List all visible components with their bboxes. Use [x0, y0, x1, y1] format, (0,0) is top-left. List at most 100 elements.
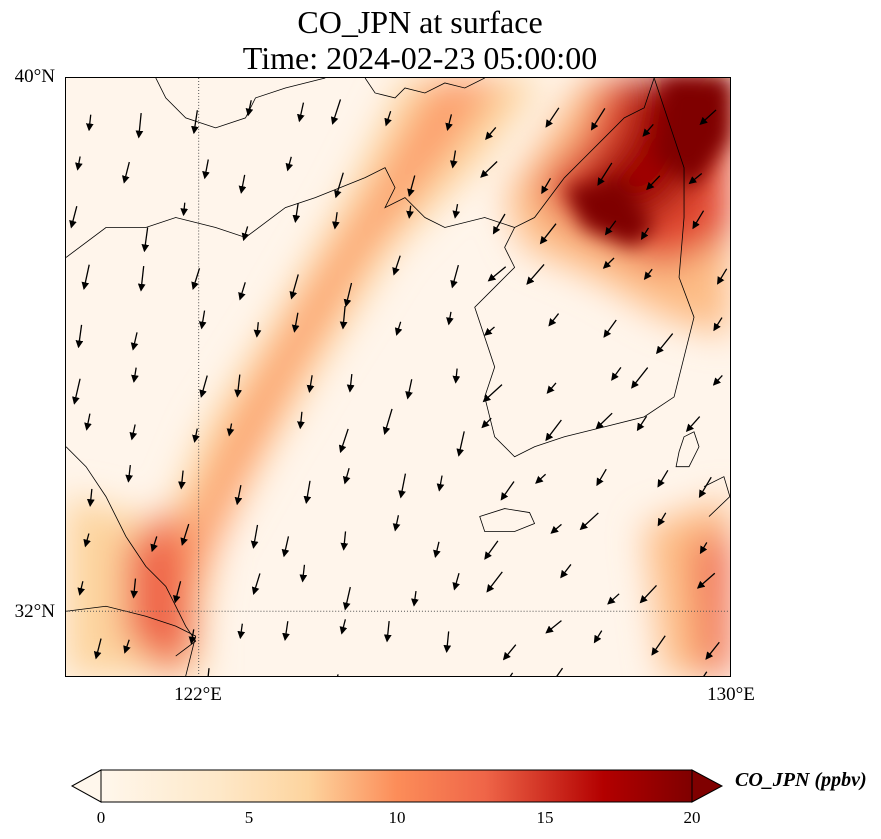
wind-arrow: [207, 668, 210, 676]
wind-arrow: [546, 382, 557, 394]
wind-arrow: [150, 536, 158, 553]
lon-label-130e: 130°E: [707, 684, 755, 705]
wind-arrow: [330, 99, 342, 125]
colorbar-tick: 15: [536, 808, 554, 827]
wind-arrow: [611, 366, 622, 381]
wind-arrow: [717, 268, 728, 285]
wind-arrow: [129, 424, 138, 441]
plot-time: Time: 2024-02-23 05:00:00: [242, 40, 598, 76]
wind-arrow: [83, 533, 91, 548]
wind-arrow: [405, 379, 413, 400]
wind-arrow: [75, 156, 83, 171]
wind-arrow: [392, 515, 401, 532]
wind-arrow: [173, 581, 182, 604]
wind-arrow: [556, 667, 564, 676]
wind-arrow: [450, 264, 459, 289]
wind-arrow: [550, 523, 562, 534]
lat-label-40n: 40°N: [14, 66, 55, 87]
wind-arrow: [406, 205, 414, 219]
wind-arrow: [121, 161, 130, 184]
wind-arrow: [692, 210, 705, 230]
wind-arrow: [282, 621, 290, 642]
wind-arrow: [234, 374, 242, 398]
wind-arrow: [342, 586, 351, 611]
wind-arrow: [597, 162, 613, 186]
wind-arrow: [595, 412, 613, 430]
wind-arrow: [93, 638, 102, 660]
colorbar: [70, 769, 724, 803]
wind-arrow: [480, 161, 498, 178]
wind-arrow: [452, 573, 460, 591]
colorbar-tick: 20: [683, 808, 701, 827]
wind-arrow: [640, 227, 650, 240]
wind-arrow: [539, 223, 557, 245]
wind-arrow: [180, 202, 189, 217]
wind-arrow: [705, 641, 720, 660]
wind-arrow: [579, 512, 599, 531]
wind-arrow: [657, 469, 669, 488]
wind-arrow: [443, 631, 452, 654]
wind-arrow: [125, 464, 134, 483]
wind-arrow: [340, 531, 349, 551]
lat-label-32n: 32°N: [14, 601, 55, 622]
wind-arrow: [75, 324, 84, 349]
wind-arrow: [191, 268, 201, 290]
wind-arrow: [202, 159, 210, 180]
wind-arrow: [123, 639, 131, 654]
wind-arrow: [188, 629, 197, 645]
wind-arrow: [382, 408, 393, 435]
wind-arrow: [135, 113, 144, 139]
wind-arrow: [445, 114, 453, 132]
wind-arrow: [545, 620, 562, 634]
wind-arrow: [502, 644, 517, 661]
wind-arrow: [398, 473, 407, 499]
wind-arrow: [481, 417, 492, 429]
wind-arrow: [226, 423, 235, 437]
wind-arrow: [631, 367, 649, 389]
wind-arrow: [346, 373, 355, 393]
wind-arrow: [643, 268, 653, 280]
wind-arrow: [646, 175, 661, 191]
wind-arrow: [642, 123, 654, 137]
plot-title: CO_JPN at surface: [297, 4, 543, 40]
wind-arrow: [198, 310, 207, 330]
colorbar-extend-max: [691, 769, 724, 803]
wind-arrow: [485, 126, 497, 140]
wind-arrow: [137, 265, 146, 292]
wind-arrow: [334, 172, 344, 199]
wind-arrow: [685, 416, 701, 433]
wind-arrow: [141, 227, 150, 253]
wind-arrow: [285, 156, 294, 172]
wind-arrow: [289, 274, 299, 300]
wind-arrow: [535, 473, 547, 484]
wind-arrow: [452, 204, 461, 219]
colorbar-gradient: [100, 769, 693, 803]
wind-arrow: [238, 282, 246, 301]
wind-arrow: [281, 536, 290, 558]
wind-arrow: [297, 411, 305, 430]
wind-arrow: [77, 581, 85, 596]
wind-arrow: [130, 332, 139, 351]
wind-arrow: [698, 476, 712, 498]
wind-arrow: [234, 485, 243, 506]
wind-arrow: [306, 375, 315, 393]
wind-arrow: [245, 100, 254, 117]
wind-arrow: [199, 375, 208, 398]
colorbar-tick: 5: [244, 808, 254, 827]
wind-arrow: [338, 428, 349, 454]
wind-arrow: [85, 114, 94, 132]
wind-arrow: [241, 226, 250, 242]
wind-arrow: [487, 266, 507, 282]
wind-arrow: [383, 620, 392, 643]
wind-arrow: [292, 203, 301, 223]
wind-arrow: [237, 623, 246, 640]
wind-arrow: [712, 374, 723, 386]
wind-arrow: [192, 428, 200, 443]
wind-arrow: [657, 512, 667, 527]
wind-arrow: [636, 415, 648, 432]
wind-arrow: [482, 384, 503, 403]
wind-arrow: [590, 108, 606, 131]
concentration-map: [65, 77, 731, 677]
wind-arrow: [191, 110, 199, 135]
wind-arrow: [699, 542, 708, 555]
